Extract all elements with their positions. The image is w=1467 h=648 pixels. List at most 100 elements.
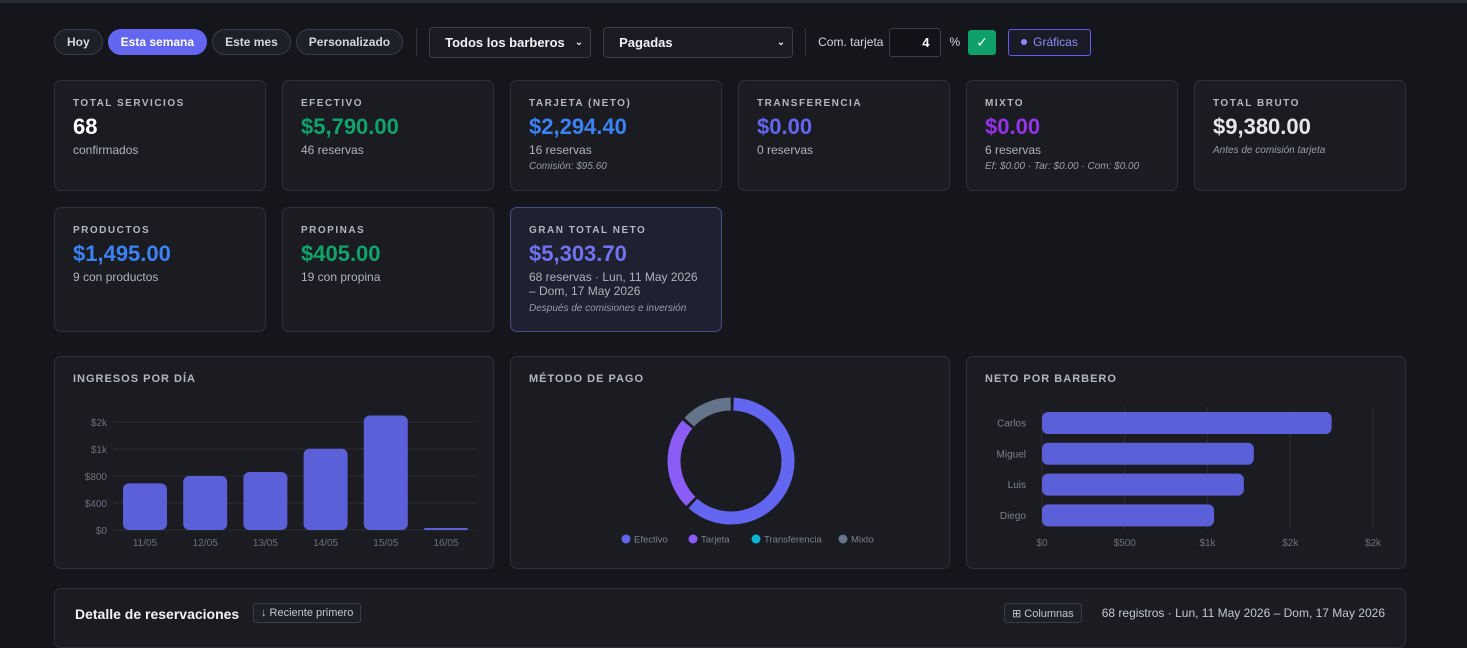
- y-tick-label: $1k: [91, 445, 108, 456]
- card-subtext: 9 con productos: [73, 270, 159, 284]
- card-note: Después de comisiones e inversión: [529, 303, 687, 314]
- x-tick-label: 11/05: [133, 538, 158, 549]
- status-select-value: Pagadas: [619, 34, 673, 50]
- barber-select-value: Todos los barberos: [445, 34, 565, 50]
- y-tick-label: Miguel: [997, 449, 1026, 460]
- top-border: [0, 0, 1467, 3]
- check-icon: ✓: [976, 33, 989, 50]
- y-tick-label: $400: [85, 499, 108, 510]
- legend-label: Mixto: [851, 535, 874, 546]
- card-label: GRAN TOTAL NETO: [529, 225, 647, 236]
- dot-icon: [1021, 39, 1028, 45]
- barber-select[interactable]: Todos los barberos ⌄: [429, 26, 592, 58]
- card-note: Comisión: $95.60: [529, 161, 607, 172]
- y-tick-label: Luis: [1008, 480, 1026, 491]
- bar-diego: [1042, 504, 1215, 527]
- x-tick-label: 15/05: [373, 538, 398, 549]
- y-tick-label: $2k: [91, 418, 108, 429]
- card-label: PROPINAS: [301, 225, 366, 236]
- card-label: PRODUCTOS: [73, 225, 151, 236]
- bar-15-05: [363, 415, 408, 530]
- legend-marker-efectivo: [621, 534, 631, 544]
- card-note: Antes de comisión tarjeta: [1213, 145, 1326, 156]
- card-value: $1,495.00: [73, 241, 171, 266]
- bar-12-05: [183, 476, 228, 530]
- slice-mixto: [684, 397, 732, 427]
- card-subtext: 6 reservas: [985, 143, 1042, 157]
- records-range: 68 registros · Lun, 11 May 2026 – Dom, 1…: [1101, 606, 1385, 620]
- legend-marker-tarjeta: [688, 534, 698, 544]
- card-efectivo: EFECTIVO $5,790.00 46 reservas: [282, 80, 494, 191]
- x-tick-label: $2k: [1282, 538, 1299, 549]
- card-value: $2,294.40: [529, 114, 627, 139]
- bar-13-05: [243, 471, 288, 530]
- card-value: 68: [73, 114, 98, 139]
- card-mixto: MIXTO $0.00 6 reservas Ef: $0.00 · Tar: …: [966, 80, 1178, 191]
- card-value: $9,380.00: [1213, 114, 1311, 139]
- period-month-button[interactable]: Este mes: [212, 29, 291, 55]
- status-select[interactable]: Pagadas ⌄: [603, 26, 794, 58]
- filter-toolbar: Hoy Esta semana Este mes Personalizado T…: [54, 26, 1091, 58]
- toolbar-divider: [416, 28, 418, 56]
- charts-toggle-button[interactable]: Gráficas: [1008, 28, 1091, 56]
- card-transferencia: TRANSFERENCIA $0.00 0 reservas: [738, 80, 950, 191]
- card-subtext: 68 reservas · Lun, 11 May 2026 – Dom, 17…: [529, 270, 698, 298]
- columns-button[interactable]: ⊞ Columnas: [1004, 603, 1082, 623]
- sort-recent-button[interactable]: ↓ Reciente primero: [253, 603, 362, 623]
- panel-neto-por-barbero: NETO POR BARBERO $0 $500 $1k $2k $2k Carlos Mi…: [966, 356, 1406, 569]
- card-label: MIXTO: [985, 98, 1024, 109]
- x-tick-label: 16/05: [433, 538, 458, 549]
- legend-label: Tarjeta: [701, 535, 730, 546]
- x-tick-label: 13/05: [253, 538, 278, 549]
- x-tick-label: $1k: [1199, 538, 1216, 549]
- reservations-detail-panel: Detalle de reservaciones ↓ Reciente prim…: [54, 588, 1406, 648]
- card-subtext: confirmados: [73, 143, 139, 157]
- card-productos: PRODUCTOS $1,495.00 9 con productos: [54, 207, 266, 332]
- card-tarjeta: TARJETA (NETO) $2,294.40 16 reservas Com…: [510, 80, 722, 191]
- card-label: TOTAL SERVICIOS: [73, 98, 185, 109]
- card-subtext: 19 con propina: [301, 270, 381, 284]
- panel-ingresos-por-dia: INGRESOS POR DÍA $0 $400 $800 $1k $2k 11/05 12…: [54, 356, 494, 569]
- x-tick-label: $500: [1114, 538, 1137, 549]
- period-week-button[interactable]: Esta semana: [107, 29, 208, 55]
- card-subtext: 46 reservas: [301, 143, 364, 157]
- daily-income-chart: $0 $400 $800 $1k $2k 11/05 12/05 13/05 14/05 15/0…: [85, 415, 475, 549]
- bar-16-05: [424, 527, 468, 530]
- card-value: $0.00: [985, 114, 1041, 139]
- y-tick-label: Diego: [1000, 511, 1027, 522]
- slice-tarjeta: [667, 420, 696, 507]
- card-gran-total-neto: GRAN TOTAL NETO $5,303.70 68 reservas · …: [510, 207, 722, 332]
- card-label: TRANSFERENCIA: [757, 98, 863, 109]
- legend-label: Efectivo: [634, 535, 668, 546]
- chart-title: INGRESOS POR DÍA: [73, 373, 196, 385]
- slice-efectivo: [688, 397, 795, 525]
- chart-title: NETO POR BARBERO: [985, 373, 1117, 385]
- commission-input[interactable]: 4: [889, 27, 942, 57]
- percent-label: %: [949, 35, 961, 49]
- apply-commission-button[interactable]: ✓: [968, 29, 997, 55]
- x-tick-label: $0: [1036, 538, 1048, 549]
- bar-luis: [1042, 473, 1244, 496]
- barber-net-chart: $0 $500 $1k $2k $2k Carlos Miguel Luis Diego: [997, 407, 1382, 549]
- card-total-servicios: TOTAL SERVICIOS 68 confirmados: [54, 80, 266, 191]
- payment-method-chart: Efectivo Tarjeta Transferencia Mixto: [621, 397, 874, 546]
- legend-label: Transferencia: [764, 535, 822, 546]
- card-label: TARJETA (NETO): [529, 98, 632, 109]
- charts-toggle-label: Gráficas: [1033, 35, 1078, 49]
- toolbar-divider: [805, 28, 807, 56]
- legend-marker-transferencia: [751, 534, 761, 544]
- legend-marker-mixto: [838, 534, 848, 544]
- card-value: $5,303.70: [529, 241, 627, 266]
- card-label: TOTAL BRUTO: [1213, 98, 1300, 109]
- detail-title: Detalle de reservaciones: [75, 606, 240, 622]
- period-custom-button[interactable]: Personalizado: [295, 29, 404, 55]
- bar-14-05: [303, 448, 348, 530]
- card-value: $405.00: [301, 241, 381, 266]
- y-tick-label: $0: [96, 526, 108, 537]
- card-total-bruto: TOTAL BRUTO $9,380.00 Antes de comisión …: [1194, 80, 1406, 191]
- period-hoy-button[interactable]: Hoy: [54, 29, 103, 55]
- card-label: EFECTIVO: [301, 98, 364, 109]
- card-note: Ef: $0.00 · Tar: $0.00 · Com: $0.00: [985, 161, 1140, 172]
- bar-carlos: [1042, 412, 1332, 434]
- commission-label: Com. tarjeta: [818, 35, 884, 49]
